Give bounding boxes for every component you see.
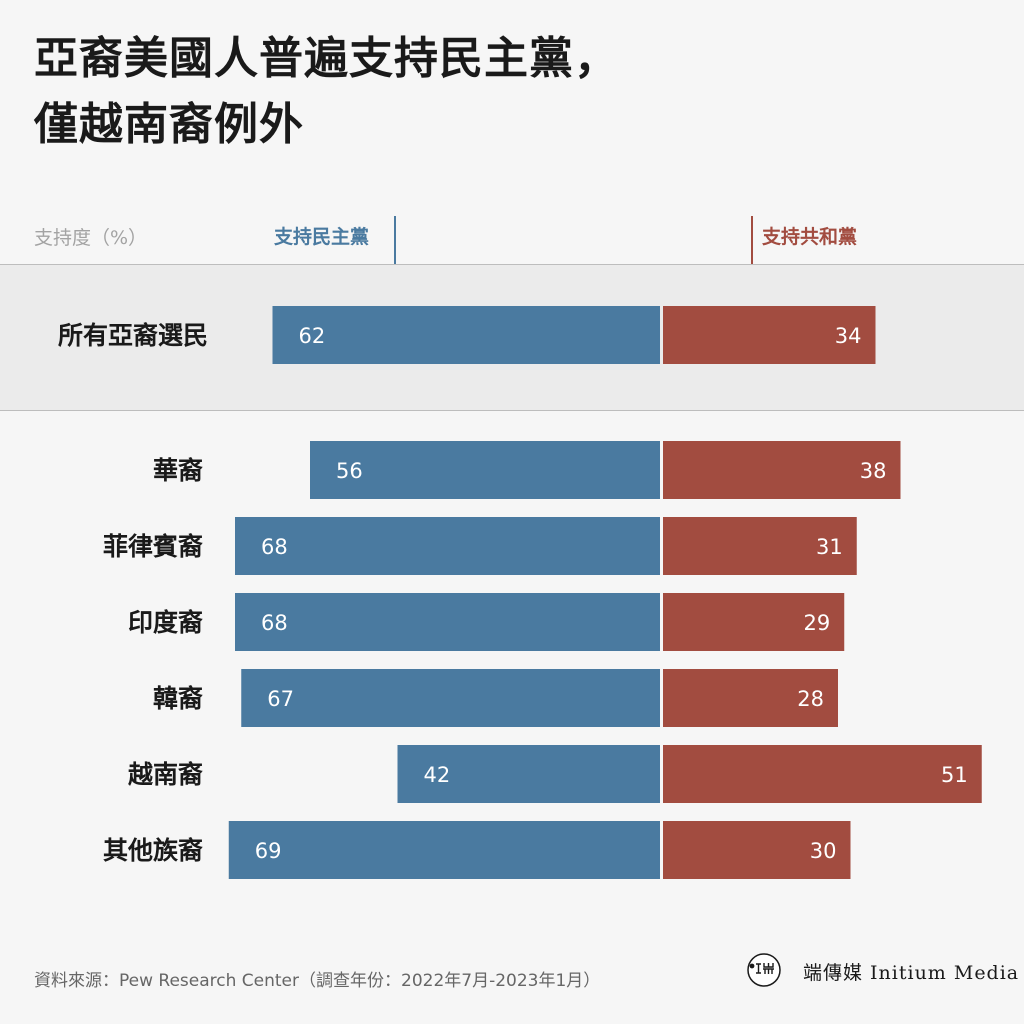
dem-value-label-5: 42 [424, 763, 451, 787]
title-line-1: 亞裔美國人普遍支持民主黨， [34, 33, 619, 84]
title-line-2: 僅越南裔例外 [34, 99, 304, 150]
dem-legend-pointer [394, 216, 396, 306]
rep-value-label-1: 38 [860, 459, 887, 483]
rep-value-label-0: 34 [835, 324, 862, 348]
dem-bar-2 [235, 517, 660, 575]
category-label-4: 韓裔 [153, 684, 203, 713]
rep-bar-6 [663, 821, 851, 879]
dem-bar-4 [241, 669, 660, 727]
dem-value-label-1: 56 [336, 459, 363, 483]
dem-bar-6 [228, 821, 660, 879]
rep-bar-1 [663, 441, 901, 499]
rep-value-label-5: 51 [941, 763, 968, 787]
category-label-5: 越南裔 [128, 760, 203, 789]
dem-bar-1 [310, 441, 660, 499]
dem-bar-5 [397, 745, 660, 803]
dem-value-label-3: 68 [261, 611, 288, 635]
category-label-3: 印度裔 [128, 608, 203, 637]
dem-bar-0 [272, 306, 660, 364]
category-label-0: 所有亞裔選民 [58, 321, 208, 350]
dem-bar-3 [235, 593, 660, 651]
rep-bar-0 [663, 306, 876, 364]
rep-value-label-3: 29 [804, 611, 831, 635]
unit-label: 支持度（%） [34, 227, 148, 249]
dem-legend-label: 支持民主黨 [274, 226, 370, 248]
rep-bar-2 [663, 517, 857, 575]
rep-bar-3 [663, 593, 845, 651]
rep-value-label-2: 31 [816, 535, 843, 559]
category-label-2: 菲律賓裔 [103, 532, 203, 561]
rep-bar-4 [663, 669, 838, 727]
rep-bar-5 [663, 745, 982, 803]
rep-legend-pointer [751, 216, 753, 306]
dem-value-label-4: 67 [267, 687, 294, 711]
brand-name: 端傳媒 Initium Media [803, 962, 1020, 984]
category-label-1: 華裔 [153, 456, 203, 485]
rep-legend-label: 支持共和黨 [762, 226, 858, 248]
rep-value-label-6: 30 [810, 839, 837, 863]
source-note: 資料來源：Pew Research Center（調查年份：2022年7月-20… [34, 971, 601, 991]
dem-value-label-0: 62 [299, 324, 326, 348]
rep-value-label-4: 28 [797, 687, 824, 711]
category-label-6: 其他族裔 [103, 836, 203, 865]
dem-value-label-2: 68 [261, 535, 288, 559]
initium-logo-icon [747, 953, 781, 987]
chart-title: 亞裔美國人普遍支持民主黨， 僅越南裔例外 [34, 26, 619, 158]
dem-value-label-6: 69 [255, 839, 282, 863]
